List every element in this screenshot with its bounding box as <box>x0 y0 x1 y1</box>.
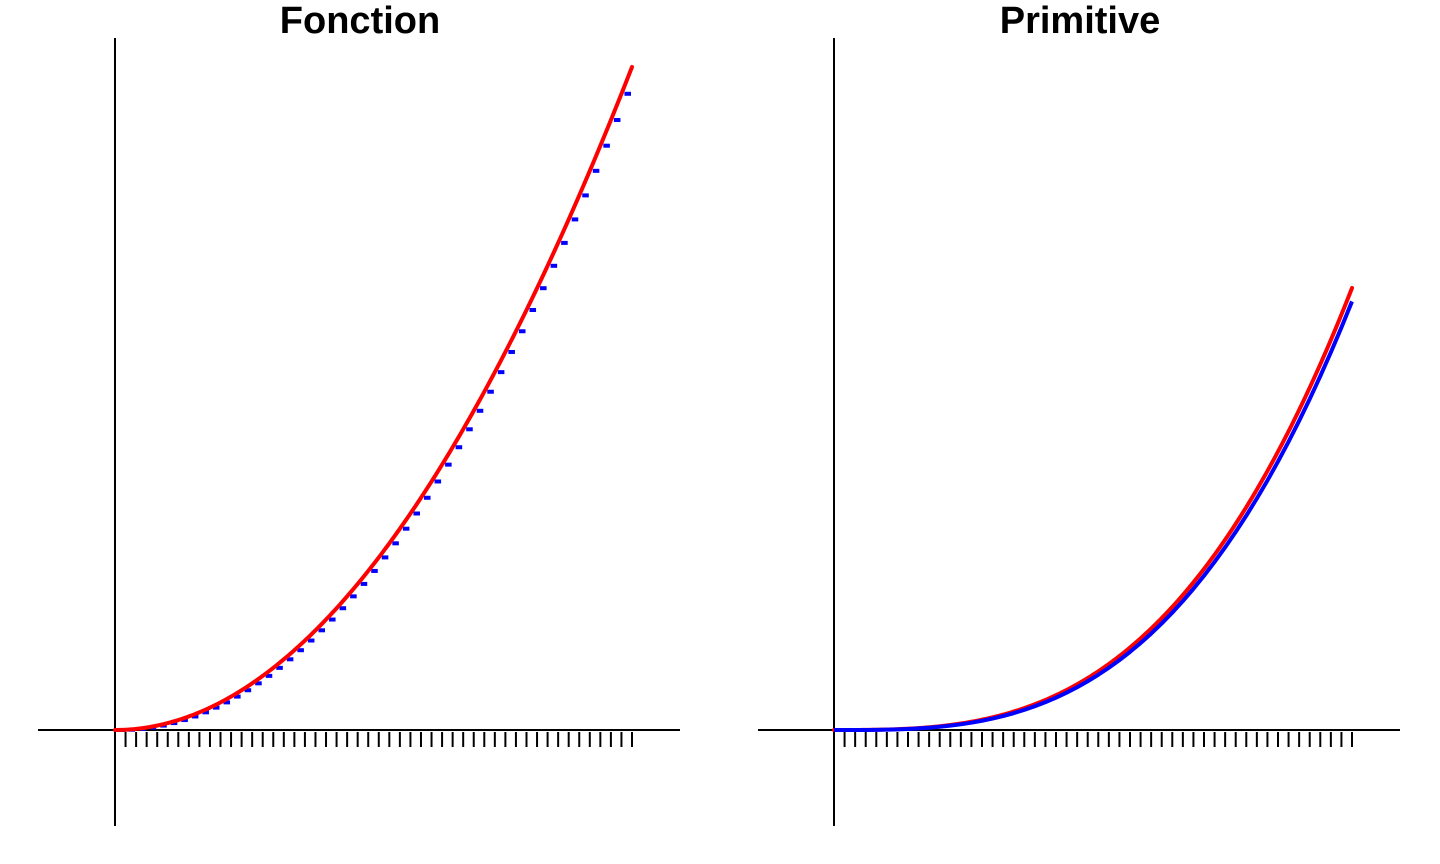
riemann-steps-fonction <box>117 91 631 732</box>
exact-curve-primitive <box>832 286 1354 732</box>
exact-line <box>832 286 1354 732</box>
exact-line <box>113 65 634 732</box>
axes-fonction <box>38 38 680 826</box>
riemann-curve-primitive <box>834 300 1354 732</box>
ticks-fonction <box>124 732 633 747</box>
axes-primitive <box>758 38 1400 826</box>
exact-curve-fonction <box>113 65 634 732</box>
ticks-primitive <box>843 732 1353 747</box>
chart-title-fonction: Fonction <box>280 0 440 42</box>
chart-title-primitive: Primitive <box>1000 0 1161 42</box>
panel-primitive: Primitive <box>758 0 1400 826</box>
riemann-cumulative-line <box>834 300 1354 732</box>
panel-fonction: Fonction <box>38 0 680 826</box>
